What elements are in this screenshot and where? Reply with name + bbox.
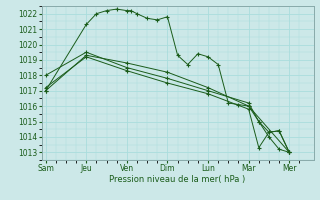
X-axis label: Pression niveau de la mer( hPa ): Pression niveau de la mer( hPa ) [109, 175, 246, 184]
